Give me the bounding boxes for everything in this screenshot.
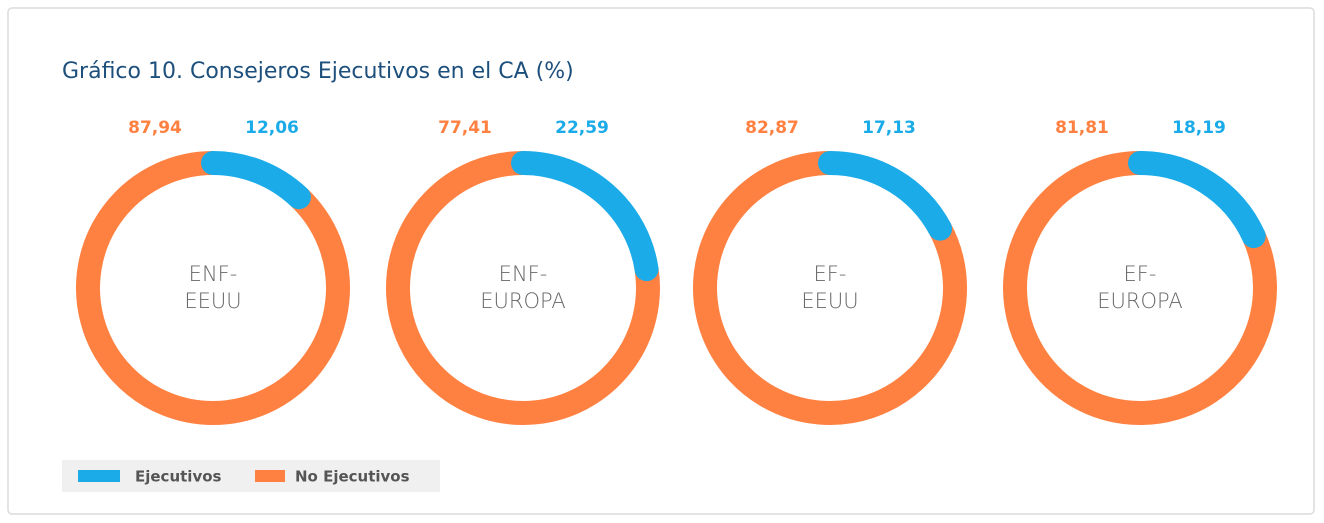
value-label: 82,87 [745,118,799,138]
legend-label: No Ejecutivos [295,468,410,486]
value-label: 17,13 [862,118,916,138]
value-label: 77,41 [438,118,492,138]
donut-segment [511,151,659,282]
donut-label: EEUU [801,289,858,313]
value-label: 87,94 [128,118,182,138]
value-label: 18,19 [1172,118,1226,138]
legend-label: Ejecutivos [135,468,222,486]
donut-segment [818,151,953,241]
donut-segment [1003,151,1277,425]
donut-label: EF- [814,262,847,286]
donut-segment [76,151,350,425]
donut-segment [1128,151,1266,249]
legend-swatch [78,470,120,482]
donut-label: ENF- [499,262,548,286]
value-label: 81,81 [1055,118,1109,138]
donut-segment [386,151,660,425]
value-label: 12,06 [245,118,299,138]
donut-label: EEUU [184,289,241,313]
legend-swatch [255,470,285,482]
chart-title: Gráfico 10. Consejeros Ejecutivos en el … [62,59,574,84]
card [7,7,1315,515]
donut-label: EUROPA [480,289,565,313]
donut-segment [201,151,311,210]
legend-box [62,460,440,492]
donut-label: EF- [1124,262,1157,286]
donut-label: ENF- [189,262,238,286]
donut-segment [693,151,967,425]
donut-label: EUROPA [1097,289,1182,313]
value-label: 22,59 [555,118,609,138]
